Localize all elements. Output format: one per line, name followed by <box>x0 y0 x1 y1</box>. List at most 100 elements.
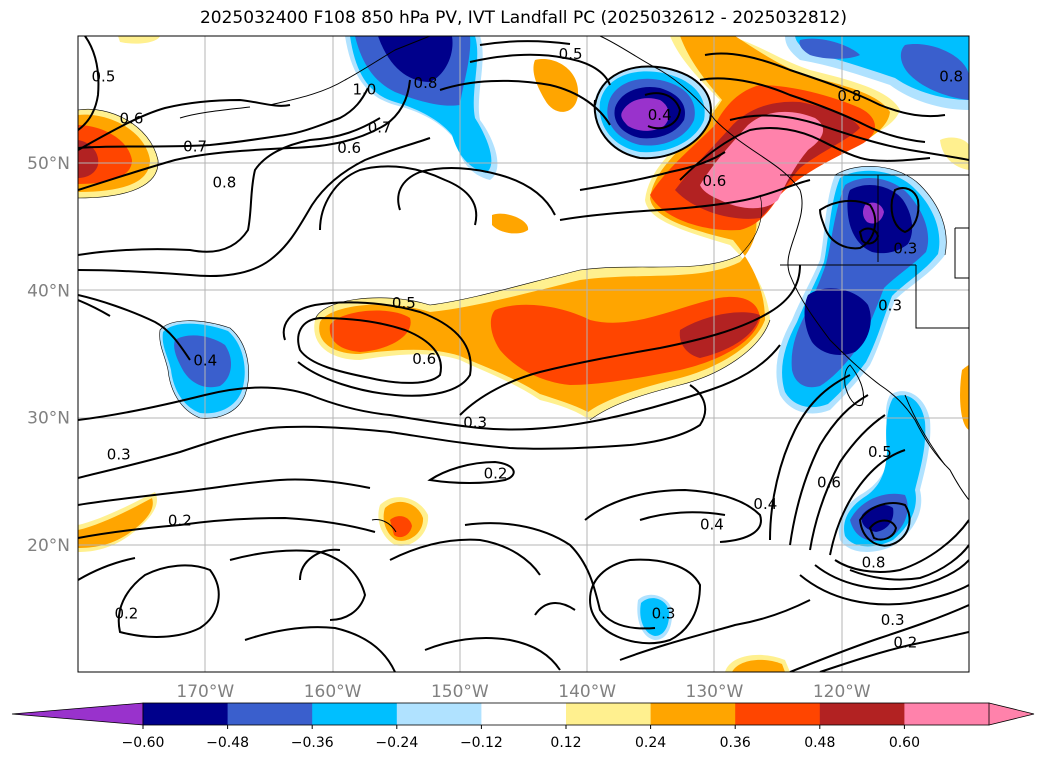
contour-label: 0.6 <box>702 172 726 190</box>
contour-label: 0.5 <box>868 443 892 461</box>
lat-label: 30°N <box>27 409 70 429</box>
contour-label-text: 0.5 <box>559 45 583 63</box>
contour-label: 0.6 <box>817 473 841 491</box>
contour-label: 0.5 <box>92 68 116 86</box>
contour-label: 0.6 <box>120 110 144 128</box>
contour-label-text: 0.8 <box>837 87 861 105</box>
lat-label: 40°N <box>27 281 70 301</box>
contour-label: 0.3 <box>463 414 487 432</box>
colorbar-bin <box>650 703 736 725</box>
colorbar-tick-label: 0.24 <box>635 735 666 751</box>
contour-label-text: 0.4 <box>753 495 777 513</box>
lon-label: 160°W <box>304 682 362 702</box>
colorbar-bin <box>735 703 821 725</box>
lon-label: 170°W <box>176 682 234 702</box>
contour-label-text: 0.8 <box>862 554 886 572</box>
contour-label-text: 0.2 <box>484 465 508 483</box>
contour-label-text: 0.3 <box>878 297 902 315</box>
contour-label: 0.2 <box>168 512 192 530</box>
contour-label: 0.7 <box>368 119 392 137</box>
colorbar-bin <box>904 703 990 725</box>
contour-label-text: 0.3 <box>652 604 676 622</box>
contour-label-text: 0.5 <box>868 443 892 461</box>
contour-label: 0.4 <box>193 351 217 369</box>
contour-label: 0.2 <box>893 634 917 652</box>
shading-outlines <box>78 108 947 421</box>
colorbar-tick-label: −0.60 <box>122 735 165 751</box>
longitude-labels: 170°W 160°W 150°W 140°W 130°W 120°W <box>176 682 870 702</box>
contour-label-text: 0.4 <box>700 515 724 533</box>
lon-label: 130°W <box>686 682 744 702</box>
lat-label: 20°N <box>27 536 70 556</box>
colorbar-over-extension <box>988 702 1035 726</box>
latitude-labels: 50°N 40°N 30°N 20°N <box>27 154 70 556</box>
contour-label: 0.8 <box>939 68 963 86</box>
colorbar-tick-label: 0.36 <box>720 735 751 751</box>
contour-label-text: 0.2 <box>114 604 138 622</box>
colorbar-tick-label: −0.12 <box>460 735 503 751</box>
page-title: 2025032400 F108 850 hPa PV, IVT Landfall… <box>199 8 847 28</box>
colorbar-under-extension <box>11 702 144 726</box>
contour-label-text: 0.3 <box>893 239 917 257</box>
contour-label: 0.5 <box>392 294 416 312</box>
contour-label: 0.5 <box>559 45 583 63</box>
contour-label-text: 0.8 <box>212 173 236 191</box>
contour-label-text: 0.6 <box>120 110 144 128</box>
contour-label-text: 0.8 <box>939 68 963 86</box>
contour-label: 0.3 <box>652 604 676 622</box>
colorbar-tick-label: 0.48 <box>804 735 835 751</box>
contour-label-text: 0.6 <box>337 139 361 157</box>
contour-label-text: 0.5 <box>392 294 416 312</box>
contour-label: 0.3 <box>878 297 902 315</box>
colorbar-bin <box>566 703 652 725</box>
colorbar-bin <box>819 703 905 725</box>
contour-label: 0.3 <box>893 239 917 257</box>
colorbar-bin <box>481 703 567 725</box>
contour-label: 0.7 <box>183 138 207 156</box>
lon-label: 120°W <box>813 682 871 702</box>
colorbar-bin <box>396 703 482 725</box>
lon-label: 140°W <box>558 682 616 702</box>
contour-label: 1.0 <box>352 80 376 98</box>
contour-label-text: 0.3 <box>881 611 905 629</box>
contour-label-text: 0.7 <box>183 138 207 156</box>
contour-label-text: 0.2 <box>893 634 917 652</box>
contour-label: 0.6 <box>337 139 361 157</box>
gridlines <box>78 36 969 672</box>
contour-labels: 0.5 0.6 0.7 0.8 1.0 0.8 0.7 0.6 0.5 0.4 0.6 0.8 0.8 0… <box>92 45 964 652</box>
contour-label-text: 0.3 <box>463 414 487 432</box>
lat-label: 50°N <box>27 154 70 174</box>
contour-label-text: 0.6 <box>412 350 436 368</box>
contour-label-text: 0.4 <box>193 351 217 369</box>
contour-label: 0.8 <box>212 173 236 191</box>
contour-label: 0.6 <box>412 350 436 368</box>
contour-label-text: 0.3 <box>107 445 131 463</box>
pv-contours <box>78 36 969 672</box>
colorbar-bin <box>143 703 229 725</box>
contour-label: 0.8 <box>414 74 438 92</box>
contour-label: 0.4 <box>700 515 724 533</box>
contour-label-text: 0.7 <box>368 119 392 137</box>
colorbar-tick-label: 0.12 <box>550 735 581 751</box>
contour-label-text: 0.6 <box>817 473 841 491</box>
positive-anomaly-shading <box>78 36 969 672</box>
contour-label-text: 0.2 <box>168 512 192 530</box>
contour-label-text: 0.5 <box>92 68 116 86</box>
contour-label: 0.4 <box>648 106 672 124</box>
contour-label-text: 1.0 <box>352 80 376 98</box>
contour-label: 0.8 <box>837 87 861 105</box>
coastlines <box>179 36 969 533</box>
colorbar-tick-label: −0.48 <box>206 735 249 751</box>
contour-label: 0.2 <box>484 465 508 483</box>
colorbar: −0.60 −0.48 −0.36 −0.24 −0.12 0.12 0.24 0.36 0.4… <box>11 702 1035 751</box>
contour-label: 0.8 <box>862 554 886 572</box>
contour-label: 0.2 <box>114 604 138 622</box>
lon-label: 150°W <box>431 682 489 702</box>
colorbar-tick-label: −0.24 <box>375 735 418 751</box>
contour-label: 0.4 <box>753 495 777 513</box>
colorbar-tick-label: −0.36 <box>291 735 334 751</box>
contour-label: 0.3 <box>107 445 131 463</box>
colorbar-bin <box>312 703 398 725</box>
contour-label-text: 0.8 <box>414 74 438 92</box>
